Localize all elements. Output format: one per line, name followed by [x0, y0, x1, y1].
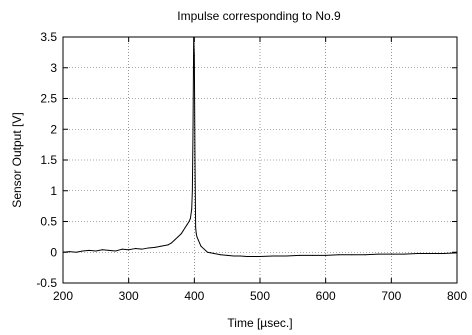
data-point [184, 227, 186, 229]
data-point [121, 248, 123, 250]
x-tick-label: 700 [381, 289, 401, 303]
data-point [199, 242, 201, 244]
data-point [325, 254, 327, 256]
y-tick-label: 1 [50, 184, 57, 198]
plot-series [62, 36, 458, 258]
x-tick-label: 300 [119, 289, 139, 303]
data-point [200, 245, 202, 247]
data-point [189, 217, 191, 219]
data-point [338, 254, 340, 256]
data-point [403, 253, 405, 255]
data-point [82, 250, 84, 252]
data-point [195, 233, 197, 235]
x-tick-label: 400 [184, 289, 204, 303]
x-tick-label: 500 [250, 289, 270, 303]
data-point [298, 254, 300, 256]
x-tick-label: 200 [53, 289, 73, 303]
data-point [186, 224, 188, 226]
data-point [177, 236, 179, 238]
y-tick-label: 2.5 [40, 92, 57, 106]
data-point [161, 245, 162, 247]
data-point [108, 249, 110, 251]
y-tick-labels: -0.5 0 0.5 1 1.5 2 2.5 3 3.5 [36, 30, 57, 290]
data-point [194, 159, 196, 161]
y-tick-label: -0.5 [36, 276, 57, 290]
plot-frame [62, 36, 458, 284]
data-point [170, 242, 172, 244]
data-point [191, 190, 193, 192]
data-point [239, 255, 241, 257]
data-point [69, 251, 71, 253]
data-point [213, 252, 215, 254]
data-point [75, 251, 77, 253]
y-tick-label: 3 [50, 61, 57, 75]
data-point [188, 221, 190, 222]
data-point [364, 254, 366, 256]
data-point [115, 250, 117, 252]
data-point [220, 254, 222, 256]
data-point [443, 252, 445, 254]
x-tick-labels: 200 300 400 500 600 700 800 [53, 289, 467, 303]
y-tick-label: 0.5 [40, 215, 57, 229]
data-point [233, 255, 235, 257]
data-point [88, 249, 90, 251]
data-point [147, 247, 149, 249]
data-point [196, 236, 198, 238]
y-axis-title: Sensor Output [V] [10, 112, 24, 207]
y-tick-label: 0 [50, 245, 57, 259]
x-tick-label: 600 [316, 289, 336, 303]
x-axis-title: Time [µsec.] [227, 316, 292, 330]
data-point [272, 255, 274, 257]
data-point [95, 250, 97, 252]
data-point [390, 253, 392, 255]
data-point [206, 251, 208, 253]
data-point [377, 253, 379, 255]
x-tick-label: 800 [447, 289, 467, 303]
data-point [226, 254, 228, 256]
data-point [180, 233, 182, 235]
grid [63, 37, 457, 283]
data-point [195, 227, 197, 229]
data-point [141, 248, 143, 250]
chart-title: Impulse corresponding to No.9 [177, 9, 341, 23]
y-tick-label: 2 [50, 122, 57, 136]
data-point [174, 239, 176, 241]
data-point [430, 252, 432, 254]
data-point [134, 248, 136, 250]
data-point [191, 208, 193, 210]
data-point [312, 254, 314, 256]
data-point [167, 244, 169, 246]
data-point [197, 239, 199, 241]
data-point [128, 249, 130, 251]
data-point [259, 256, 261, 258]
data-point [154, 246, 156, 248]
y-tick-label: 3.5 [40, 30, 57, 44]
data-point [203, 248, 205, 250]
data-point [351, 254, 353, 256]
data-point [182, 230, 184, 232]
data-point [192, 128, 194, 130]
y-tick-label: 1.5 [40, 153, 57, 167]
data-point [417, 252, 419, 254]
data-point [285, 255, 287, 257]
data-point [101, 249, 103, 251]
data-point [246, 256, 248, 258]
data-point [193, 54, 195, 56]
data-point [252, 256, 254, 258]
